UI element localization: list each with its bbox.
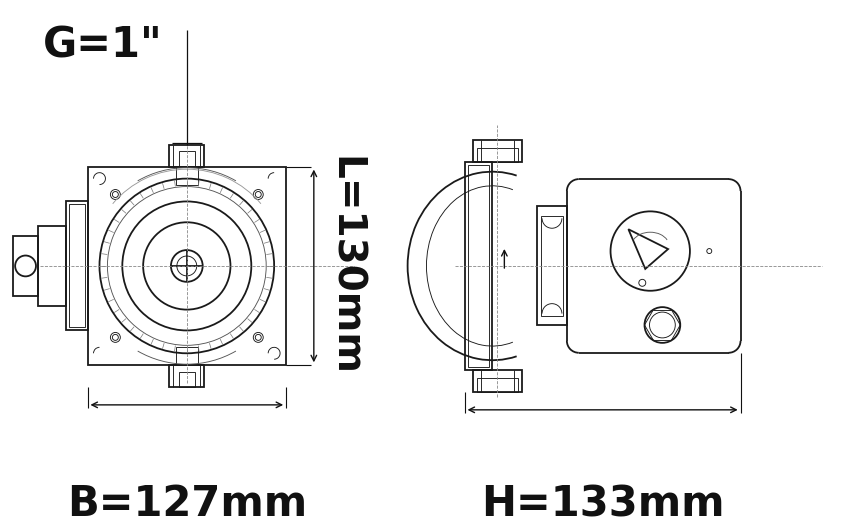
Bar xyxy=(38,226,66,306)
Bar xyxy=(467,165,489,367)
Bar xyxy=(179,372,195,387)
Text: L=130mm: L=130mm xyxy=(326,156,364,376)
Bar xyxy=(66,201,88,330)
Bar xyxy=(477,147,518,162)
Text: H=133mm: H=133mm xyxy=(481,483,724,525)
Bar xyxy=(537,206,567,325)
Bar xyxy=(176,347,198,365)
Text: B=127mm: B=127mm xyxy=(67,483,306,525)
Bar xyxy=(477,378,518,392)
Bar xyxy=(169,365,204,387)
Bar xyxy=(465,162,493,370)
Bar xyxy=(179,152,195,167)
Bar xyxy=(472,370,522,392)
Bar xyxy=(472,140,522,162)
Bar xyxy=(13,236,38,296)
Bar xyxy=(176,167,198,184)
Bar xyxy=(69,205,84,328)
Bar xyxy=(541,216,563,315)
Bar xyxy=(88,167,286,365)
Bar xyxy=(169,145,204,167)
Text: G=1": G=1" xyxy=(43,25,163,67)
